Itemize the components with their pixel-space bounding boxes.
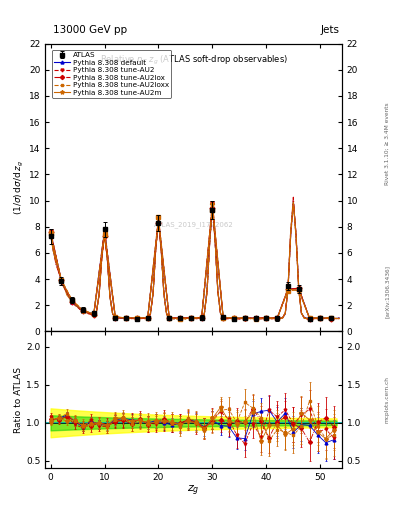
Text: ATLAS_2019_I1772062: ATLAS_2019_I1772062 bbox=[154, 222, 233, 228]
Legend: ATLAS, Pythia 8.308 default, Pythia 8.308 tune-AU2, Pythia 8.308 tune-AU2lox, Py: ATLAS, Pythia 8.308 default, Pythia 8.30… bbox=[52, 50, 171, 98]
Text: Relative $p_T$ $z_g$ (ATLAS soft-drop observables): Relative $p_T$ $z_g$ (ATLAS soft-drop ob… bbox=[99, 54, 288, 67]
Y-axis label: $(1/\sigma)\,\mathrm{d}\sigma/\mathrm{d}\,z_g$: $(1/\sigma)\,\mathrm{d}\sigma/\mathrm{d}… bbox=[13, 160, 26, 215]
Text: Jets: Jets bbox=[321, 25, 340, 35]
Text: 13000 GeV pp: 13000 GeV pp bbox=[53, 25, 127, 35]
X-axis label: $z_g$: $z_g$ bbox=[187, 484, 200, 498]
Text: Rivet 3.1.10; ≥ 3.4M events: Rivet 3.1.10; ≥ 3.4M events bbox=[385, 102, 389, 185]
Text: [arXiv:1306.3436]: [arXiv:1306.3436] bbox=[385, 265, 389, 318]
Text: mcplots.cern.ch: mcplots.cern.ch bbox=[385, 376, 389, 423]
Y-axis label: Ratio to ATLAS: Ratio to ATLAS bbox=[14, 367, 23, 433]
